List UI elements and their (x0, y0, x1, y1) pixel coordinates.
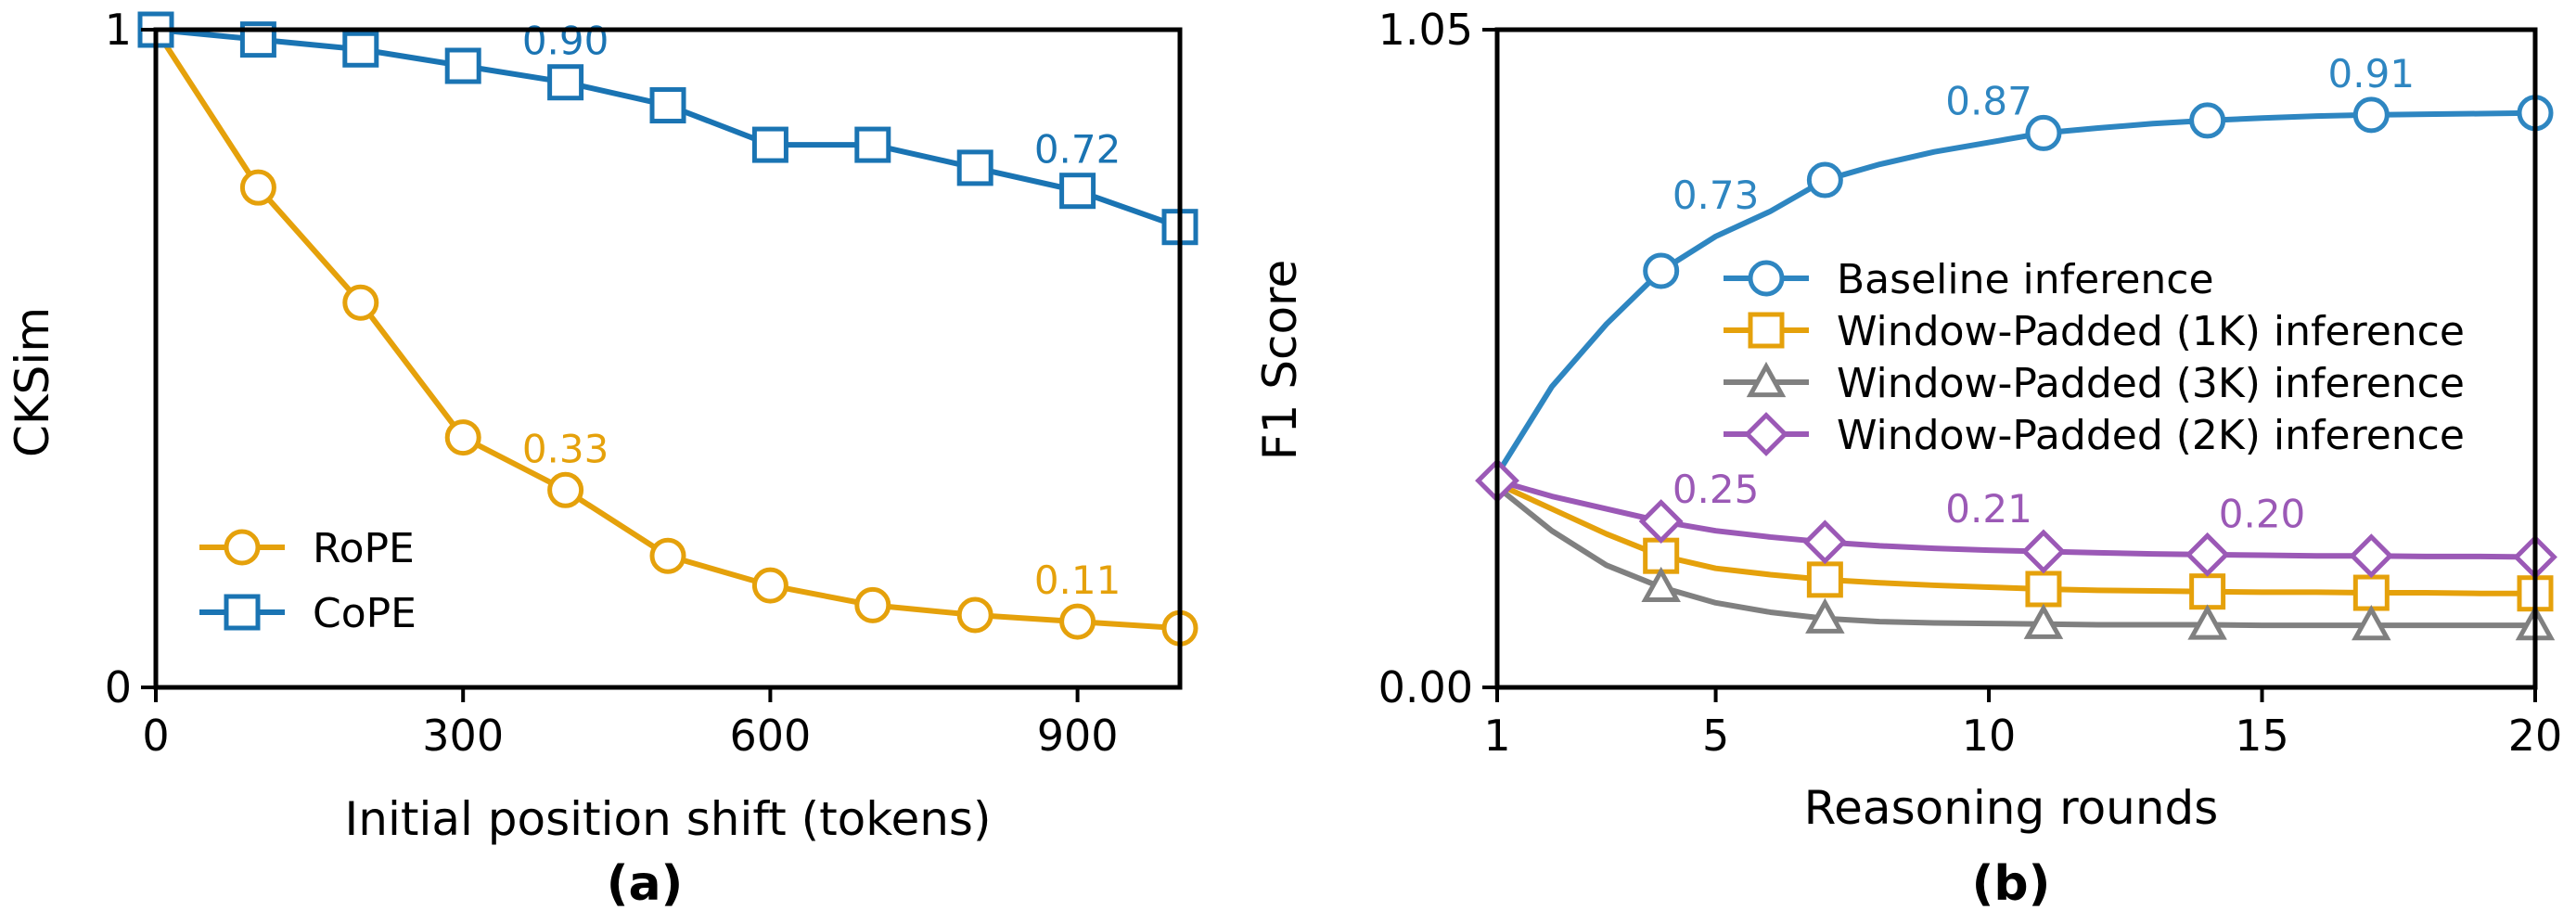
panel-a-label: (a) (607, 856, 684, 912)
panel-b-series-3-point (1638, 499, 1684, 544)
panel-b-xtick-label: 1 (1483, 711, 1510, 761)
panel-b-series-1-point (1806, 561, 1843, 598)
panel-b-legend: Baseline inference Window-Padded (1K) inf… (1724, 256, 2465, 459)
panel-b-series-0-point (2025, 114, 2062, 151)
panel-a-legend: RoPE CoPE (199, 525, 417, 637)
panel-b-ytick-label: 0.00 (1378, 662, 1473, 712)
panel-b-series-2-point (2187, 604, 2227, 640)
panel-a-series-0-point (649, 537, 686, 574)
panel-a-xtick-label: 300 (422, 711, 504, 761)
panel-a-series-1-point (444, 47, 481, 84)
panel-b-chart: 0.730.870.910.25 0.21 0.201 5 10 15 200.001.05… (1253, 5, 2562, 912)
panel-a-series-0-point (444, 419, 481, 456)
panel-a-series-1-point (649, 87, 686, 124)
panel-b-xlabel: Reasoning rounds (1804, 781, 2219, 835)
panel-a-annotation: 0.72 (1034, 127, 1121, 173)
panel-b-series-0-point (2352, 96, 2390, 134)
panel-a-annotation: 0.90 (522, 19, 609, 64)
panel-a-series-0-point (547, 471, 584, 508)
panel-a-legend-marker (224, 529, 261, 566)
panel-a-series-0-point (342, 284, 379, 321)
panel-b-legend-marker (1748, 260, 1785, 297)
panel-b-series-3-point (2349, 533, 2394, 579)
panel-b-annotation: 0.25 (1672, 467, 1760, 512)
panel-a-ytick-label: 0 (105, 662, 132, 712)
panel-b-legend-label: Baseline inference (1837, 256, 2214, 303)
panel-a-series-1-point (1059, 173, 1096, 210)
panel-b-legend-marker (1744, 412, 1788, 456)
panel-b-plot-area: 0.730.870.910.25 0.21 0.201 5 10 15 200.001.05… (1378, 5, 2563, 761)
panel-a-frame (153, 27, 1183, 690)
panel-b-series-2-point (1805, 597, 1845, 634)
panel-b-annotation: 0.73 (1672, 173, 1760, 218)
panel-a-ylabel: CKSim (6, 307, 59, 457)
panel-a-plot-area: 0.90 0.72 0.33 0.11 0 300 600 900 0 1 RoPE CoPE (105, 5, 1198, 761)
panel-a-xtick-label: 600 (729, 711, 811, 761)
panel-b-series-0-point (1806, 161, 1843, 199)
panel-b-series-2-point (2023, 603, 2064, 639)
panel-b-xtick-label: 20 (2508, 711, 2563, 761)
panel-b-xtick-label: 5 (1702, 711, 1729, 761)
panel-b-series-1-point (2189, 573, 2226, 610)
panel-b-legend-label: Window-Padded (1K) inference (1837, 308, 2465, 355)
panel-b-series-1-point (2352, 574, 2390, 611)
panel-a-series-1-line (153, 27, 1183, 230)
panel-b-annotation: 0.21 (1945, 486, 2032, 532)
panel-b-xtick-label: 15 (2235, 711, 2289, 761)
panel-b-legend-marker (1748, 312, 1785, 349)
panel-b-series-2-point (1641, 566, 1681, 603)
panel-b-annotation: 0.91 (2328, 51, 2416, 96)
panel-b-series-3-point (2185, 532, 2230, 577)
panel-b-series-1-point (2025, 570, 2062, 608)
panel-b-legend-label: Window-Padded (2K) inference (1837, 412, 2465, 459)
panel-a-series-1-point (956, 149, 993, 186)
panel-a-series-1-point (342, 31, 379, 68)
panel-a-series-1-point (854, 126, 891, 163)
panel-b-annotation: 0.87 (1945, 79, 2032, 124)
panel-a-series-1-point (547, 64, 584, 101)
panel-b-legend-marker (1746, 361, 1787, 398)
panel-b-legend-label: Window-Padded (3K) inference (1837, 360, 2465, 407)
panel-b-label: (b) (1972, 856, 2051, 912)
panel-a-legend-marker (224, 594, 261, 631)
panel-a-ytick-label: 1 (105, 5, 132, 55)
panel-a-legend-label: RoPE (313, 525, 415, 572)
panel-b-series-0-point (1643, 252, 1680, 289)
panel-a-series-0-point (854, 586, 891, 623)
panel-a-chart: 0.90 0.72 0.33 0.11 0 300 600 900 0 1 RoPE CoPE CKS… (6, 5, 1198, 912)
panel-a-xlabel: Initial position shift (tokens) (345, 792, 992, 846)
panel-a-annotation: 0.11 (1034, 558, 1121, 603)
panel-b-series-0-point (2189, 102, 2226, 139)
panel-a-series-0-point (239, 169, 276, 206)
panel-b-ytick-label: 1.05 (1378, 5, 1473, 55)
panel-a-xtick-label: 900 (1037, 711, 1119, 761)
panel-b-annotation: 0.20 (2219, 492, 2306, 537)
panel-a-series-1-point (751, 126, 788, 163)
panel-a-annotation: 0.33 (522, 426, 609, 471)
panel-a-xtick-label: 0 (142, 711, 169, 761)
panel-b-ylabel: F1 Score (1253, 260, 1307, 461)
panel-b-series-2-point (2352, 605, 2391, 641)
panel-b-frame (1494, 27, 2538, 690)
panel-a-series-0-point (1059, 603, 1096, 640)
panel-a-series-0-point (751, 567, 788, 604)
panel-b-xtick-label: 10 (1962, 711, 2017, 761)
panel-b-series-3-point (1802, 519, 1848, 565)
panel-a-legend-label: CoPE (313, 590, 417, 637)
panel-a-series-0-point (956, 596, 993, 634)
panel-b-series-3-point (2021, 529, 2066, 574)
